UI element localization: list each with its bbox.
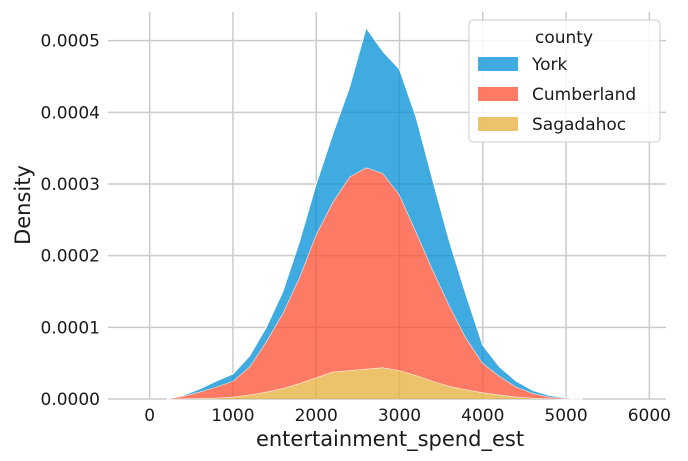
legend-label-cumberland: Cumberland [532, 85, 636, 105]
areas-layer [166, 26, 583, 400]
y-tick-label: 0.0002 [41, 247, 100, 267]
legend-swatch-sagadahoc [478, 117, 518, 131]
y-tick-label: 0.0004 [41, 103, 100, 123]
legend-items: York Cumberland Sagadahoc [478, 55, 636, 135]
legend-label-sagadahoc: Sagadahoc [532, 115, 626, 135]
legend-title: county [535, 28, 593, 48]
x-tick-label: 6000 [628, 406, 671, 426]
x-tick-label: 1000 [211, 406, 254, 426]
x-tick-label: 4000 [461, 406, 504, 426]
legend-swatch-cumberland [478, 87, 518, 101]
y-tick-label: 0.0005 [41, 32, 100, 52]
x-tick-label: 2000 [295, 406, 338, 426]
y-axis-title: Density [11, 165, 35, 245]
ticks-layer: 0 1000 2000 3000 4000 5000 6000 0.0000 0.0001 0.0… [41, 32, 671, 426]
area-edge-york [166, 26, 583, 400]
legend-label-york: York [531, 55, 568, 75]
x-tick-label: 0 [144, 406, 155, 426]
legend: county York Cumberland Sagadahoc [468, 19, 661, 143]
legend-frame [468, 19, 661, 143]
x-tick-label: 5000 [544, 406, 587, 426]
y-tick-label: 0.0000 [41, 390, 100, 410]
y-tick-label: 0.0001 [41, 318, 100, 338]
y-tick-label: 0.0003 [41, 175, 100, 195]
area-york [166, 27, 583, 400]
x-axis-title: entertainment_spend_est [256, 427, 524, 452]
x-tick-label: 3000 [378, 406, 421, 426]
area-cumberland [166, 167, 583, 399]
legend-swatch-york [478, 57, 518, 71]
